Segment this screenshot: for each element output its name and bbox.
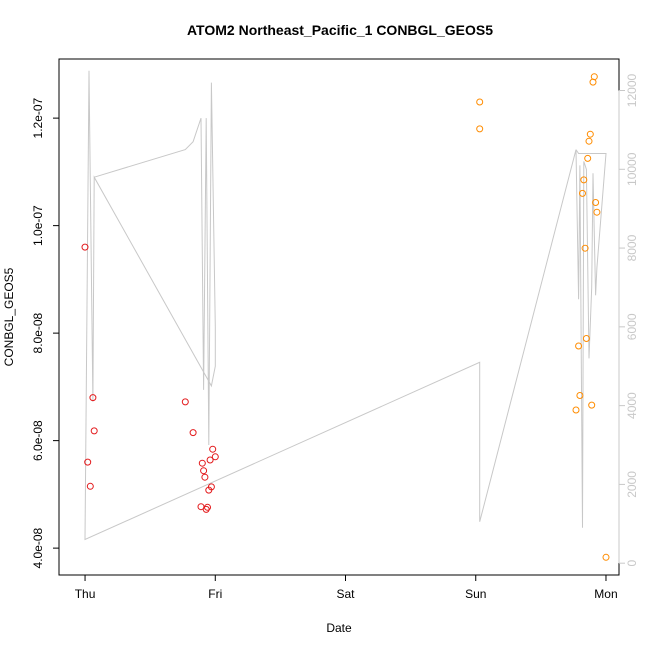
- y-tick-label: 8.0e-08: [31, 312, 45, 353]
- series-1-point: [582, 335, 590, 342]
- y-axis-label: CONBGL_GEOS5: [2, 267, 16, 366]
- series-1-point: [592, 199, 600, 206]
- series-1-point: [581, 244, 589, 252]
- series-1-point: [584, 154, 592, 162]
- series-1-point: [575, 342, 583, 350]
- series-0-point: [204, 503, 211, 511]
- series-1-point: [602, 553, 610, 561]
- series-0-point: [198, 459, 206, 467]
- y2-tick-label: 0: [625, 560, 639, 567]
- series-1-point: [590, 73, 598, 81]
- series-0-point: [189, 429, 197, 437]
- series-0-point: [81, 243, 89, 251]
- y2-tick-label: 12000: [625, 74, 639, 108]
- series-1-point: [586, 130, 594, 138]
- y2-tick-label: 4000: [625, 392, 639, 419]
- series-1-point: [476, 98, 484, 106]
- x-axis-label: Date: [326, 621, 352, 635]
- y-axis-left: 4.0e-08 6.0e-08 8.0e-08 1.0e-07 1.2e-07: [31, 97, 60, 568]
- series-0-point: [86, 482, 94, 490]
- y-tick-label: 6.0e-08: [31, 420, 45, 461]
- series-2-line: [84, 70, 607, 541]
- series-0-point: [84, 458, 92, 466]
- series-0-point: [206, 456, 214, 464]
- x-tick-label: Thu: [75, 587, 96, 601]
- series-1-point: [580, 176, 588, 184]
- series-0-point: [209, 445, 217, 453]
- series-1-point: [572, 406, 580, 414]
- x-tick-label: Sat: [337, 587, 356, 601]
- series-1-point: [476, 125, 484, 133]
- y2-tick-label: 2000: [625, 471, 639, 498]
- series-0-point: [211, 453, 219, 461]
- plot-area: [58, 58, 620, 576]
- series-layer: [81, 70, 610, 561]
- series-0-point: [200, 467, 208, 475]
- series-0-point: [207, 483, 215, 491]
- y2-tick-label: 6000: [625, 313, 639, 340]
- y2-tick-label: 8000: [625, 234, 639, 261]
- series-0-point: [90, 427, 98, 435]
- y-tick-label: 4.0e-08: [31, 527, 45, 568]
- series-1-point: [585, 137, 593, 145]
- x-axis: Thu Fri Sat Sun Mon: [75, 574, 618, 601]
- x-tick-label: Fri: [208, 587, 222, 601]
- series-1-point: [593, 208, 601, 216]
- y2-tick-label: 10000: [625, 152, 639, 186]
- series-0-point: [181, 398, 189, 406]
- x-tick-label: Mon: [594, 587, 617, 601]
- y-tick-label: 1.0e-07: [31, 205, 45, 246]
- series-1-point: [576, 392, 584, 399]
- series-0-point: [201, 473, 209, 481]
- y-tick-label: 1.2e-07: [31, 97, 45, 138]
- series-1-point: [588, 401, 596, 409]
- x-tick-label: Sun: [465, 587, 486, 601]
- series-0-point: [89, 394, 97, 402]
- chart-title: ATOM2 Northeast_Pacific_1 CONBGL_GEOS5: [187, 22, 493, 38]
- series-1-point: [579, 189, 586, 197]
- y-axis-right: 0 2000 4000 6000 8000 10000 12000: [618, 74, 639, 567]
